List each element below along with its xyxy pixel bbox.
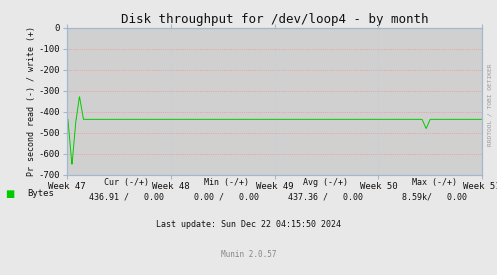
Text: 0.00 /   0.00: 0.00 / 0.00 — [194, 192, 258, 201]
Text: ■: ■ — [5, 189, 14, 199]
Text: Min (-/+): Min (-/+) — [204, 178, 248, 187]
Text: 8.59k/   0.00: 8.59k/ 0.00 — [403, 192, 467, 201]
Text: 436.91 /   0.00: 436.91 / 0.00 — [89, 192, 164, 201]
Y-axis label: Pr second read (-) / write (+): Pr second read (-) / write (+) — [27, 26, 36, 176]
Text: Avg (-/+): Avg (-/+) — [303, 178, 348, 187]
Text: Munin 2.0.57: Munin 2.0.57 — [221, 250, 276, 259]
Title: Disk throughput for /dev/loop4 - by month: Disk throughput for /dev/loop4 - by mont… — [121, 13, 428, 26]
Text: Bytes: Bytes — [27, 189, 54, 198]
Text: Cur (-/+): Cur (-/+) — [104, 178, 149, 187]
Text: Last update: Sun Dec 22 04:15:50 2024: Last update: Sun Dec 22 04:15:50 2024 — [156, 220, 341, 229]
Text: Max (-/+): Max (-/+) — [413, 178, 457, 187]
Text: 437.36 /   0.00: 437.36 / 0.00 — [288, 192, 363, 201]
Text: RRDTOOL / TOBI OETIKER: RRDTOOL / TOBI OETIKER — [487, 63, 492, 146]
